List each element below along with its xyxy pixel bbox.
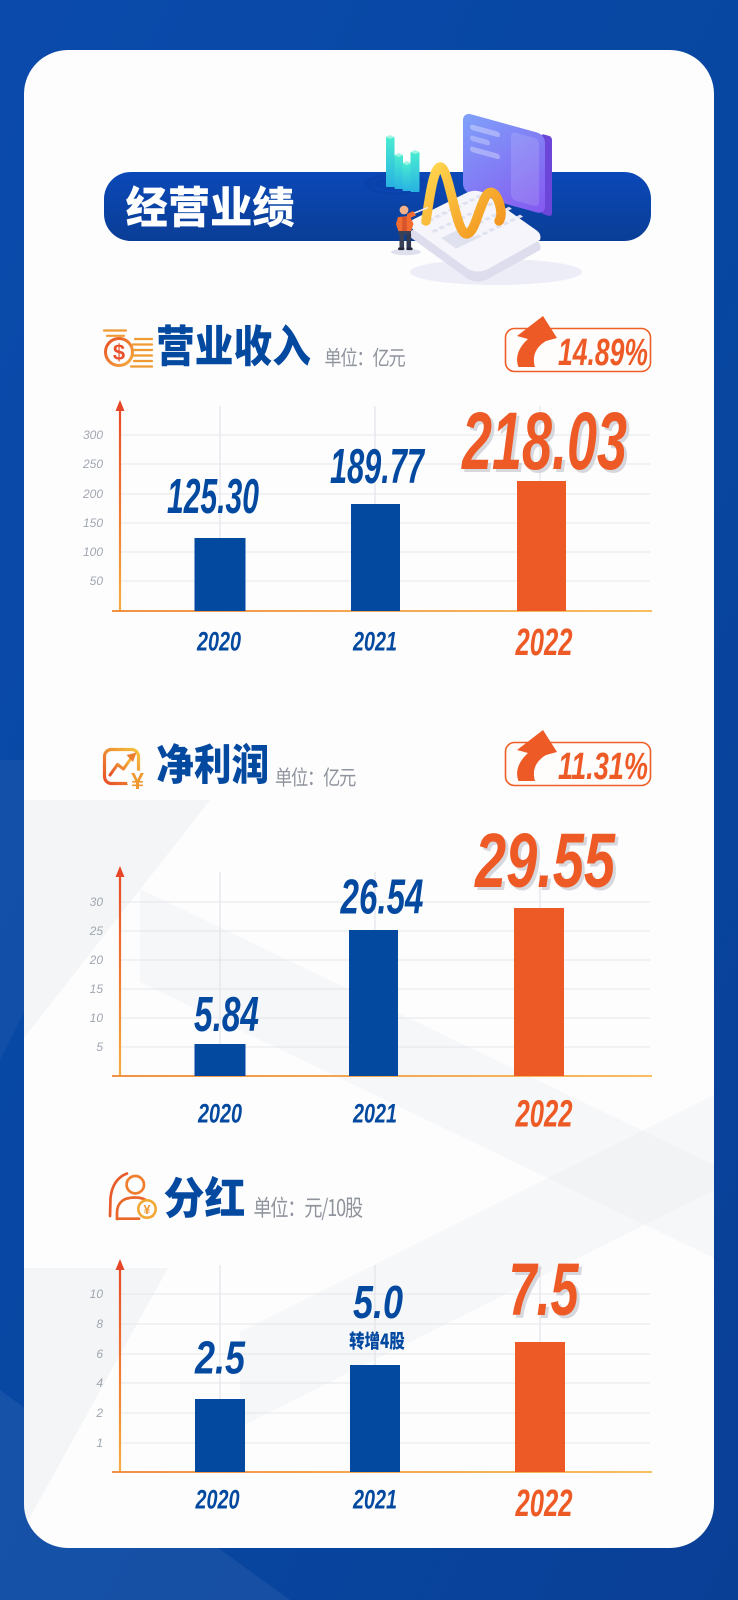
svg-text:29.55: 29.55 — [474, 818, 616, 904]
svg-text:2: 2 — [95, 1406, 103, 1420]
svg-text:5.84: 5.84 — [194, 988, 259, 1042]
svg-text:29.55: 29.55 — [477, 821, 619, 907]
svg-text:189.77: 189.77 — [330, 440, 426, 494]
svg-text:218.03: 218.03 — [461, 396, 627, 487]
svg-text:300: 300 — [83, 428, 103, 442]
svg-text:2022: 2022 — [515, 622, 573, 664]
svg-text:14.89%: 14.89% — [558, 332, 648, 374]
svg-text:2021: 2021 — [352, 1485, 397, 1515]
svg-text:2022: 2022 — [515, 1483, 573, 1525]
svg-text:2022: 2022 — [515, 1094, 573, 1136]
svg-text:6: 6 — [96, 1347, 103, 1361]
svg-text:5: 5 — [96, 1040, 103, 1054]
svg-text:8: 8 — [96, 1317, 103, 1331]
svg-text:2020: 2020 — [196, 627, 241, 657]
svg-text:50: 50 — [90, 574, 104, 588]
svg-text:100: 100 — [83, 545, 103, 559]
svg-text:26.54: 26.54 — [340, 871, 424, 925]
svg-text:15: 15 — [90, 982, 104, 996]
svg-text:218.03: 218.03 — [464, 399, 630, 490]
svg-text:125.30: 125.30 — [167, 470, 259, 524]
svg-text:2.5: 2.5 — [194, 1332, 246, 1384]
svg-text:200: 200 — [82, 487, 103, 501]
svg-text:20: 20 — [89, 953, 104, 967]
svg-text:11.31%: 11.31% — [558, 746, 648, 788]
svg-text:¥: ¥ — [144, 1203, 151, 1217]
svg-text:$: $ — [113, 340, 125, 365]
svg-text:10: 10 — [90, 1011, 104, 1025]
svg-text:7.5: 7.5 — [509, 1248, 580, 1331]
svg-text:2020: 2020 — [195, 1485, 240, 1515]
svg-text:10: 10 — [90, 1287, 104, 1301]
svg-text:25: 25 — [89, 924, 104, 938]
svg-text:250: 250 — [82, 457, 103, 471]
svg-text:2021: 2021 — [352, 1099, 397, 1129]
svg-text:5.0: 5.0 — [353, 1276, 403, 1328]
svg-text:2020: 2020 — [197, 1099, 242, 1129]
svg-text:2021: 2021 — [352, 627, 397, 657]
svg-text:4: 4 — [96, 1376, 103, 1390]
svg-text:7.5: 7.5 — [512, 1251, 583, 1334]
svg-text:30: 30 — [90, 895, 104, 909]
svg-text:1: 1 — [96, 1436, 103, 1450]
svg-text:150: 150 — [83, 516, 103, 530]
svg-text:¥: ¥ — [131, 768, 144, 794]
